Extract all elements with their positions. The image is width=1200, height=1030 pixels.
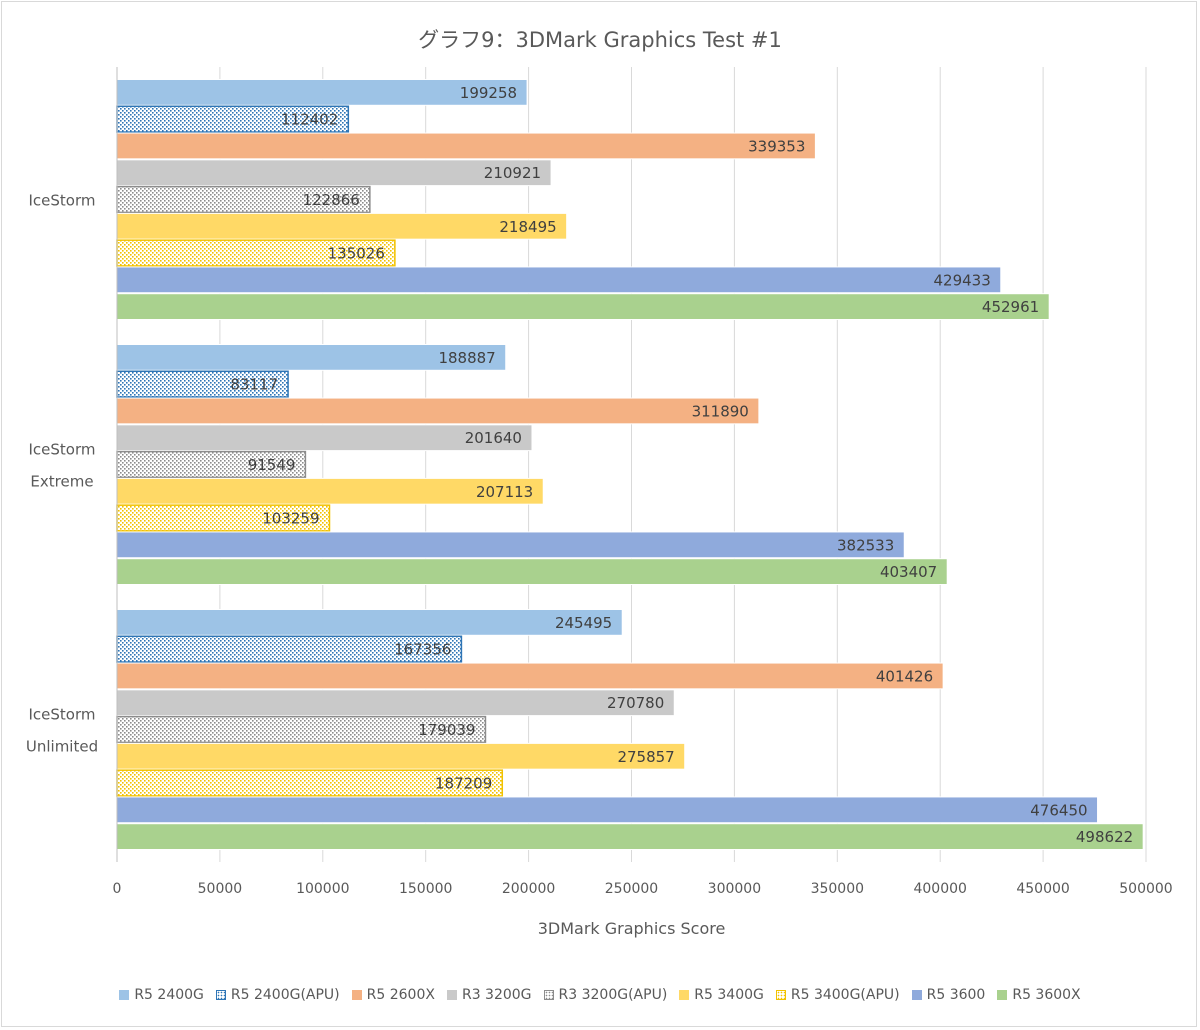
- legend-label: R5 3600: [926, 987, 986, 1003]
- legend-label: R5 2400G(APU): [230, 987, 340, 1003]
- data-label: 498622: [1076, 828, 1133, 846]
- legend-item: R5 3400G: [679, 987, 764, 1003]
- legend-swatch: [911, 990, 922, 1000]
- x-tick-label: 350000: [811, 881, 864, 897]
- category-label: Extreme: [30, 473, 93, 491]
- legend-swatch: [543, 990, 554, 1000]
- bar: [116, 796, 1099, 824]
- legend-swatch: [775, 990, 786, 1000]
- bar: [116, 370, 289, 398]
- legend-item: R5 3600X: [997, 987, 1081, 1003]
- legend-label: R5 2600X: [366, 987, 435, 1003]
- data-label: 122866: [303, 191, 360, 209]
- category-label: IceStorm: [29, 441, 96, 459]
- bar: [116, 558, 948, 586]
- category-label: Unlimited: [26, 738, 98, 756]
- data-label: 91549: [248, 456, 296, 474]
- x-tick-label: 450000: [1016, 881, 1069, 897]
- x-tick-label: 200000: [502, 881, 555, 897]
- data-label: 207113: [476, 483, 533, 501]
- legend-label: R3 3200G(APU): [558, 987, 668, 1003]
- legend-swatch: [679, 990, 690, 1000]
- bar: [116, 635, 463, 663]
- data-label: 167356: [394, 641, 451, 659]
- data-label: 429433: [934, 271, 991, 289]
- legend-label: R3 3200G: [461, 987, 532, 1003]
- data-label: 339353: [748, 137, 805, 155]
- bar: [116, 132, 816, 160]
- data-label: 199258: [460, 84, 517, 102]
- bar: [116, 662, 944, 690]
- data-label: 112402: [281, 111, 338, 129]
- x-tick-label: 400000: [913, 881, 966, 897]
- x-tick-label: 50000: [198, 881, 243, 897]
- legend-swatch: [997, 990, 1008, 1000]
- data-label: 275857: [617, 748, 674, 766]
- x-tick-label: 300000: [708, 881, 761, 897]
- data-label: 218495: [499, 218, 556, 236]
- data-label: 382533: [837, 536, 894, 554]
- legend-swatch: [119, 990, 130, 1000]
- x-tick-label: 150000: [399, 881, 452, 897]
- data-label: 83117: [230, 376, 278, 394]
- legend-label: R5 3400G: [694, 987, 764, 1003]
- legend-item: R5 3400G(APU): [775, 987, 900, 1003]
- legend-label: R5 3400G(APU): [790, 987, 900, 1003]
- chart-legend: R5 2400G R5 2400G(APU) R5 2600X R3 3200G R3 …: [0, 987, 1200, 1003]
- bar: [116, 239, 396, 267]
- bar: [116, 689, 675, 717]
- legend-label: R5 2400G: [134, 987, 204, 1003]
- category-label: IceStorm: [29, 192, 96, 210]
- x-tick-label: 500000: [1119, 881, 1172, 897]
- legend-label: R5 3600X: [1012, 987, 1081, 1003]
- x-tick-label: 100000: [296, 881, 349, 897]
- bar: [116, 769, 504, 797]
- bar: [116, 344, 507, 371]
- legend-item: R3 3200G(APU): [543, 987, 668, 1003]
- legend-item: R3 3200G: [446, 987, 532, 1003]
- data-label: 201640: [465, 429, 522, 447]
- data-label: 452961: [982, 298, 1039, 316]
- bar: [116, 266, 1002, 294]
- bar: [116, 531, 905, 559]
- data-label: 270780: [607, 694, 664, 712]
- legend-item: R5 2600X: [351, 987, 435, 1003]
- data-label: 403407: [880, 563, 937, 581]
- legend-swatch: [351, 990, 362, 1000]
- bar: [116, 504, 331, 532]
- bar: [116, 609, 623, 636]
- data-label: 103259: [262, 510, 319, 528]
- category-label: IceStorm: [29, 706, 96, 724]
- data-label: 210921: [484, 164, 541, 182]
- x-axis-title: 3DMark Graphics Score: [538, 919, 726, 938]
- legend-swatch: [215, 990, 226, 1000]
- bar: [116, 450, 307, 479]
- legend-item: R5 2400G: [119, 987, 204, 1003]
- bar: [116, 742, 686, 770]
- x-tick-label: 250000: [605, 881, 658, 897]
- bar: [116, 105, 350, 133]
- data-label: 135026: [328, 245, 385, 263]
- data-label: 245495: [555, 614, 612, 632]
- bar: [116, 185, 371, 214]
- bar: [116, 293, 1050, 321]
- chart-title: グラフ9：3DMark Graphics Test #1: [418, 28, 782, 52]
- data-label: 311890: [692, 402, 749, 420]
- legend-item: R5 2400G(APU): [215, 987, 340, 1003]
- legend-item: R5 3600: [911, 987, 986, 1003]
- data-label: 187209: [435, 775, 492, 793]
- data-label: 401426: [876, 667, 933, 685]
- data-label: 188887: [438, 349, 495, 367]
- data-label: 179039: [418, 721, 475, 739]
- data-label: 476450: [1030, 801, 1087, 819]
- bar: [116, 823, 1144, 851]
- x-tick-label: 0: [113, 881, 122, 897]
- bar: [116, 397, 760, 425]
- legend-swatch: [446, 990, 457, 1000]
